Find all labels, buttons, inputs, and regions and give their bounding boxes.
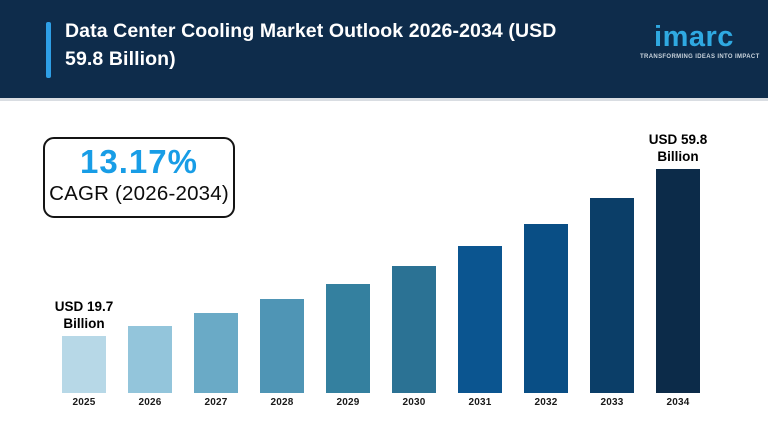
x-axis-label-2034: 2034: [666, 397, 690, 408]
header-banner: Data Center Cooling Market Outlook 2026-…: [0, 0, 768, 101]
chart-bar-2026: [128, 326, 172, 393]
bar-chart: 2025 2026 2027 2028 2029 2030 2031 2032 2033 2034…: [0, 101, 768, 432]
chart-bar-2025: [62, 336, 106, 393]
cagr-period-label: CAGR (2026-2034): [49, 182, 229, 205]
x-axis-label-2033: 2033: [600, 397, 624, 408]
imarc-logo: imarc TRANSFORMING IDEAS INTO IMPACT: [640, 21, 760, 61]
chart-bar-2029: [326, 284, 370, 393]
chart-bar-2031: [458, 246, 502, 393]
x-axis-label-2027: 2027: [204, 397, 228, 408]
cagr-callout-box: 13.17% CAGR (2026-2034): [43, 137, 235, 218]
x-axis-label-2028: 2028: [270, 397, 294, 408]
bar-value-annotation-2025: USD 19.7 Billion: [54, 299, 114, 331]
x-axis-label-2026: 2026: [138, 397, 162, 408]
x-axis-label-2031: 2031: [468, 397, 492, 408]
chart-bar-2032: [524, 224, 568, 393]
x-axis-label-2025: 2025: [72, 397, 96, 408]
chart-bar-2030: [392, 266, 436, 393]
title-accent-bar: [46, 22, 51, 78]
x-axis-label-2032: 2032: [534, 397, 558, 408]
imarc-logo-wordmark: imarc: [654, 21, 734, 53]
cagr-value: 13.17%: [80, 143, 198, 180]
bar-value-annotation-2034: USD 59.8 Billion: [648, 132, 708, 164]
chart-bar-2033: [590, 198, 634, 393]
chart-bar-2028: [260, 299, 304, 393]
chart-bar-2027: [194, 313, 238, 393]
x-axis-label-2030: 2030: [402, 397, 426, 408]
x-axis-label-2029: 2029: [336, 397, 360, 408]
imarc-logo-tagline: TRANSFORMING IDEAS INTO IMPACT: [640, 54, 760, 60]
page-title: Data Center Cooling Market Outlook 2026-…: [65, 20, 557, 70]
chart-bar-2034: [656, 169, 700, 393]
